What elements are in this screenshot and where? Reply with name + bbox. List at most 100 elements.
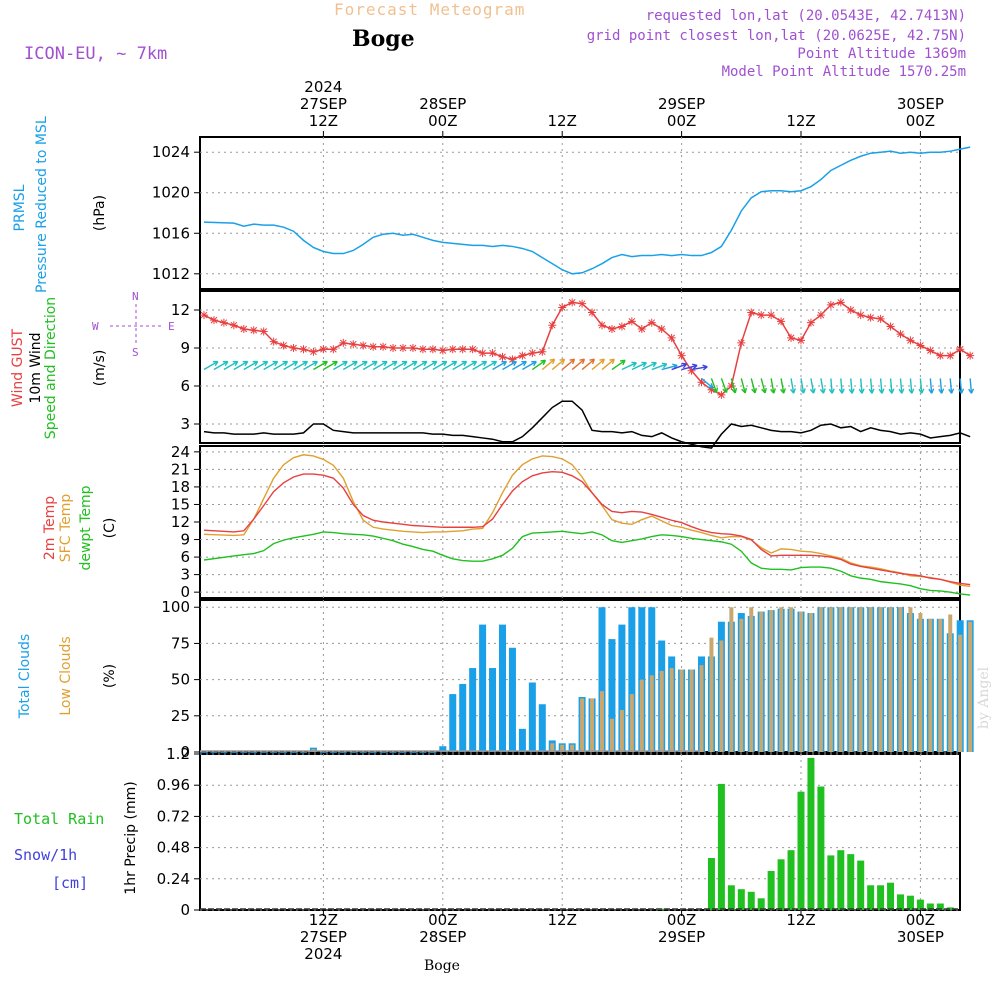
- wind-arrow-head: [681, 362, 688, 369]
- gust-marker: [548, 321, 557, 330]
- gust-marker: [219, 318, 228, 327]
- gust-marker: [468, 345, 477, 354]
- wind-arrow: [969, 378, 973, 394]
- low-cloud-bar: [560, 744, 565, 752]
- time-label-line: 00Z: [905, 911, 936, 929]
- low-cloud-bar: [818, 607, 823, 752]
- gust-marker: [578, 299, 587, 308]
- wind-arrow-head: [352, 360, 358, 367]
- model-altitude: Model Point Altitude 1570.25m: [721, 64, 966, 80]
- total-cloud-bar: [429, 752, 437, 753]
- wind-arrow-head: [751, 387, 757, 394]
- wind-arrow-head: [868, 388, 875, 394]
- wind-arrow: [372, 360, 388, 371]
- wind-arrow: [203, 360, 219, 371]
- wind-arrow: [720, 378, 728, 393]
- wind-arrow-head: [262, 360, 269, 367]
- wind-arrow: [531, 359, 546, 371]
- bottom-time-label: 12Z: [522, 912, 602, 929]
- wind-arrow: [492, 360, 507, 371]
- total-cloud-bar: [339, 752, 347, 753]
- wind-arrow: [313, 360, 328, 371]
- wind-arrow: [621, 362, 637, 371]
- wind-arrow: [671, 363, 687, 371]
- total-cloud-bar: [220, 752, 228, 753]
- wind-arrow-head: [838, 388, 845, 394]
- wind-arrow: [929, 378, 933, 394]
- wind-arrow-head: [898, 388, 905, 394]
- y-tick-label: 1.2: [166, 745, 190, 763]
- gust-marker: [956, 345, 965, 354]
- total-cloud-bar: [389, 752, 397, 753]
- rain-bar: [757, 898, 765, 910]
- rain-bar: [717, 783, 725, 910]
- wind-arrow-head: [770, 388, 777, 394]
- wind-arrow-head: [599, 358, 605, 365]
- time-label-line: 00Z: [428, 112, 458, 130]
- wind-arrow: [790, 378, 795, 394]
- wind-arrow-head: [722, 387, 728, 394]
- gust-marker: [846, 306, 855, 314]
- gust-marker: [737, 338, 746, 347]
- time-label-line: 12Z: [786, 911, 816, 929]
- total-cloud-bar: [419, 752, 427, 753]
- compass-s: S: [132, 346, 139, 359]
- y-tick-label: 24: [171, 443, 190, 461]
- wind-arrow: [820, 378, 825, 394]
- wind-arrow: [770, 378, 775, 394]
- wind-arrow: [750, 378, 756, 394]
- low-cloud-bar: [858, 607, 863, 752]
- wind-arrow-head: [918, 388, 925, 394]
- wind-arrow-head: [661, 362, 668, 369]
- low-cloud-bar: [629, 694, 634, 752]
- wind-arrow: [412, 360, 428, 371]
- y-tick-label: 1012: [152, 265, 190, 283]
- rain-bar: [847, 854, 855, 910]
- wind-arrow-head: [411, 360, 418, 367]
- wind-arrow: [899, 378, 903, 394]
- low-cloud-bar: [878, 607, 883, 752]
- gust-marker: [458, 345, 467, 354]
- station-name: Boge: [352, 26, 415, 52]
- rain-bar: [817, 786, 825, 910]
- time-label-line: 12Z: [308, 112, 339, 130]
- rain-bar: [946, 907, 954, 910]
- wind-arrow: [850, 378, 853, 394]
- wind-arrow-head: [938, 388, 945, 394]
- wind-arrow-head: [421, 360, 428, 367]
- wind-arrow-head: [322, 360, 328, 367]
- gust-marker: [607, 325, 616, 333]
- wind-arrow-head: [362, 360, 368, 367]
- wind-arrow-head: [702, 364, 708, 371]
- wind-arrow-head: [342, 360, 348, 367]
- total-cloud-bar: [319, 752, 327, 753]
- gust-marker: [667, 333, 676, 342]
- y-tick-label: 6: [180, 377, 190, 395]
- low-cloud-bar: [799, 611, 803, 752]
- time-label-line: 00Z: [905, 112, 936, 130]
- time-label-line: 00Z: [666, 112, 697, 130]
- wind-arrow: [601, 358, 615, 371]
- low-cloud-bar: [868, 607, 873, 752]
- gust-marker: [876, 314, 885, 323]
- gust-marker: [448, 345, 457, 354]
- wind-arrow-head: [451, 360, 458, 367]
- wind-arrow: [333, 360, 348, 371]
- low-cloud-bar: [759, 611, 764, 752]
- low-cloud-bar: [779, 607, 784, 752]
- gust-marker: [816, 311, 825, 320]
- wind-arrow-head: [491, 360, 498, 367]
- compass-w: W: [92, 320, 99, 333]
- low-cloud-bar: [649, 675, 654, 752]
- gust-marker: [906, 336, 915, 345]
- wind-arrow: [402, 360, 418, 371]
- wind-arrow: [691, 366, 708, 371]
- gust-marker: [339, 338, 348, 347]
- wind-arrow: [223, 360, 239, 371]
- top-time-label: 12Z: [761, 113, 841, 130]
- wind-arrow-head: [559, 358, 566, 365]
- wind-arrow-head: [789, 388, 796, 394]
- total-cloud-bar: [300, 752, 307, 753]
- rain-bar: [737, 889, 745, 910]
